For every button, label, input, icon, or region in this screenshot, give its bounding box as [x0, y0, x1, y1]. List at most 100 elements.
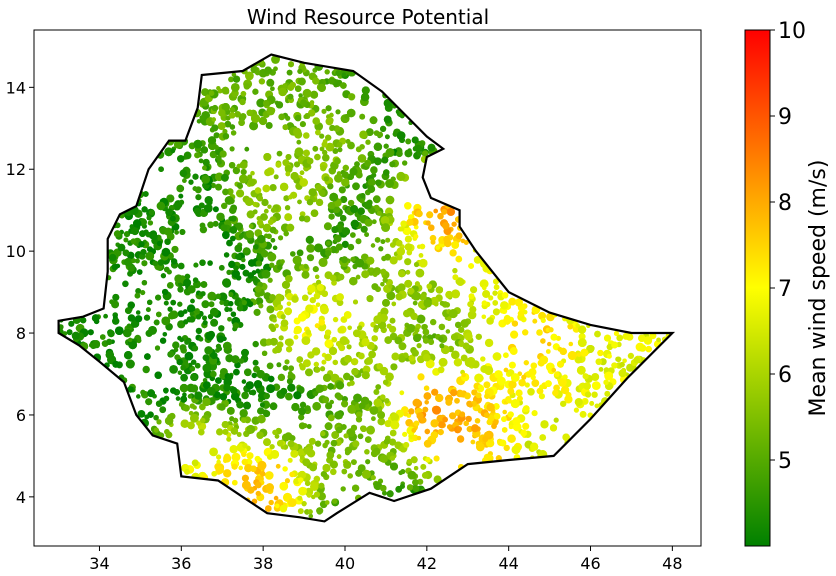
wind-point: [550, 333, 558, 341]
wind-point: [361, 86, 370, 95]
wind-point: [557, 346, 563, 352]
wind-point: [218, 325, 225, 332]
wind-point: [326, 451, 335, 459]
wind-point: [315, 440, 322, 447]
wind-point: [275, 463, 281, 469]
wind-point: [252, 359, 259, 366]
wind-point: [200, 146, 208, 154]
wind-point: [517, 310, 525, 317]
wind-point: [390, 420, 400, 430]
wind-point: [371, 450, 378, 458]
y-tick-label: 14: [6, 78, 26, 97]
wind-point: [481, 314, 487, 320]
wind-point: [379, 454, 388, 463]
wind-point: [508, 361, 516, 369]
wind-point: [435, 286, 444, 294]
wind-point: [438, 421, 445, 429]
wind-point: [112, 293, 120, 301]
wind-point: [319, 133, 325, 139]
wind-point: [549, 424, 558, 432]
wind-point: [438, 357, 448, 367]
wind-point: [123, 328, 132, 338]
wind-point: [262, 214, 268, 220]
wind-point: [335, 243, 343, 251]
wind-point: [370, 243, 376, 248]
wind-point: [233, 265, 239, 271]
wind-point: [202, 320, 208, 326]
wind-point: [226, 436, 232, 442]
wind-point: [381, 255, 387, 262]
wind-point: [361, 396, 370, 405]
wind-point: [372, 195, 381, 204]
wind-point: [230, 235, 236, 242]
wind-point: [413, 334, 422, 342]
wind-point: [528, 368, 537, 377]
wind-point: [190, 373, 198, 381]
wind-point: [374, 237, 381, 243]
wind-point: [265, 505, 272, 512]
wind-point: [156, 419, 162, 425]
wind-point: [216, 212, 225, 222]
wind-point: [414, 327, 420, 333]
wind-point: [463, 420, 469, 427]
wind-point: [329, 192, 339, 202]
wind-point: [229, 146, 235, 152]
wind-point: [277, 373, 285, 381]
wind-point: [375, 179, 382, 186]
wind-point: [239, 174, 248, 184]
wind-point: [304, 264, 309, 269]
wind-point: [287, 93, 294, 100]
wind-point: [329, 461, 335, 467]
wind-point: [187, 285, 196, 294]
wind-point: [210, 182, 216, 189]
wind-point: [267, 204, 272, 209]
wind-point: [470, 286, 478, 294]
wind-point: [618, 369, 627, 378]
wind-point: [216, 335, 225, 343]
wind-point: [331, 336, 338, 343]
wind-point: [447, 424, 453, 430]
wind-point: [482, 290, 490, 298]
wind-point: [180, 373, 188, 382]
wind-point: [299, 170, 305, 175]
wind-point: [147, 299, 153, 305]
wind-point: [216, 428, 224, 436]
wind-point: [380, 394, 386, 400]
wind-point: [444, 239, 452, 248]
wind-point: [413, 234, 419, 239]
wind-point: [530, 442, 539, 451]
wind-point: [230, 83, 240, 92]
wind-point: [296, 139, 302, 145]
wind-point: [341, 240, 349, 248]
wind-point: [363, 365, 369, 371]
wind-point: [198, 336, 204, 342]
wind-point: [201, 300, 210, 309]
wind-point: [269, 262, 275, 268]
wind-point: [216, 454, 222, 460]
wind-point: [267, 252, 277, 262]
wind-point: [241, 300, 247, 306]
wind-point: [195, 314, 202, 320]
wind-point: [167, 350, 175, 358]
wind-point: [266, 106, 275, 116]
wind-point: [539, 434, 547, 441]
wind-point: [343, 460, 352, 469]
wind-point: [314, 323, 320, 329]
wind-point: [124, 351, 133, 360]
wind-point: [289, 471, 295, 478]
wind-point: [506, 398, 512, 404]
wind-point: [219, 300, 224, 305]
wind-point: [269, 402, 278, 411]
wind-point: [159, 337, 167, 344]
wind-point: [193, 262, 199, 268]
wind-point: [598, 367, 604, 372]
wind-point: [179, 199, 185, 205]
wind-point: [288, 498, 297, 507]
wind-point: [298, 77, 306, 86]
wind-point: [336, 293, 344, 301]
wind-point: [573, 407, 580, 413]
wind-point: [545, 349, 551, 354]
wind-point: [125, 359, 135, 369]
wind-point: [327, 383, 334, 390]
wind-point: [275, 101, 284, 109]
